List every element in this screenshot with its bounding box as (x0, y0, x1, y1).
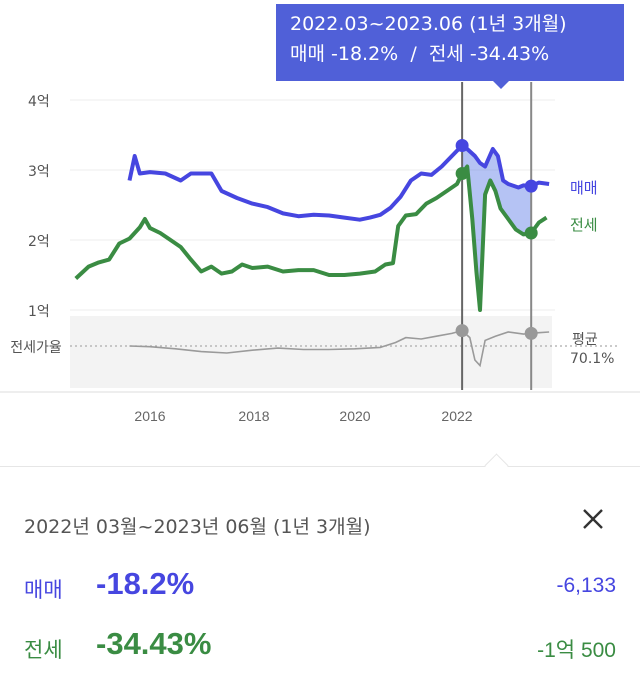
panel-notch (484, 453, 509, 478)
selection-diff-area (462, 145, 532, 304)
ratio-avg-label: 평균 (572, 332, 598, 348)
summary-panel: 2022년 03월~2023년 06월 (1년 3개월) 매매 -18.2% -… (0, 453, 640, 684)
x-tick-label: 2016 (134, 408, 165, 424)
legend-sale: 매매 (570, 179, 598, 197)
y-tick-label: 2억 (28, 234, 50, 250)
y-tick-label: 3억 (28, 164, 50, 180)
x-axis: 2016 2018 2020 2022 (134, 408, 472, 424)
tooltip-range: 2022.03~2023.06 (1년 3개월) (290, 13, 567, 35)
tooltip-values: 매매 -18.2% / 전세 -34.43% (290, 38, 624, 70)
ratio-avg-value: 70.1% (570, 351, 614, 367)
ratio-marker-start (455, 324, 469, 338)
tooltip-sale-label: 매매 (290, 43, 325, 65)
ratio-axis-label: 전세가율 (10, 340, 62, 356)
jeonse-marker-start (455, 167, 469, 180)
x-tick-label: 2018 (238, 408, 269, 424)
y-axis: 4억 3억 2억 1억 (28, 94, 50, 320)
tooltip-arrow (493, 81, 509, 89)
jeonse-row: 전세 -34.43% -1억 500 (24, 626, 616, 670)
ratio-band (70, 316, 552, 388)
jeonse-marker-end (524, 226, 538, 240)
sale-marker-start (455, 139, 469, 152)
y-tick-label: 4억 (28, 94, 50, 110)
ratio-marker-end (524, 326, 538, 340)
close-button[interactable] (578, 504, 610, 536)
tooltip-jeonse-label: 전세 (428, 43, 464, 65)
sale-row-amount: -6,133 (556, 574, 616, 597)
legend-jeonse: 전세 (570, 216, 598, 234)
y-tick-label: 1억 (28, 304, 50, 320)
close-icon (583, 509, 603, 529)
sale-row-pct: -18.2% (96, 566, 195, 601)
x-tick-label: 2022 (441, 408, 472, 424)
series-line-jeonse (74, 164, 548, 312)
panel-range: 2022년 03월~2023년 06월 (1년 3개월) (24, 516, 371, 538)
sale-row: 매매 -18.2% -6,133 (24, 566, 616, 610)
selection-markers (455, 139, 538, 340)
tooltip-sale-pct: -18.2% (331, 43, 399, 65)
selection-tooltip: 2022.03~2023.06 (1년 3개월) 매매 -18.2% / 전세 … (276, 4, 624, 81)
jeonse-row-pct: -34.43% (96, 626, 212, 661)
tooltip-jeonse-pct: -34.43% (469, 43, 550, 65)
tooltip-separator: / (410, 43, 417, 65)
series-line-ratio (129, 329, 550, 368)
series-line-sale (127, 143, 550, 222)
jeonse-row-amount: -1억 500 (537, 639, 616, 662)
price-chart[interactable]: 4억 3억 2억 1억 2016 2018 2020 2022 전세가율 평균 … (0, 0, 640, 430)
panel-divider (0, 466, 640, 467)
sale-row-label: 매매 (24, 578, 63, 602)
jeonse-row-label: 전세 (24, 638, 63, 662)
sale-marker-end (524, 179, 538, 193)
x-tick-label: 2020 (339, 408, 370, 424)
